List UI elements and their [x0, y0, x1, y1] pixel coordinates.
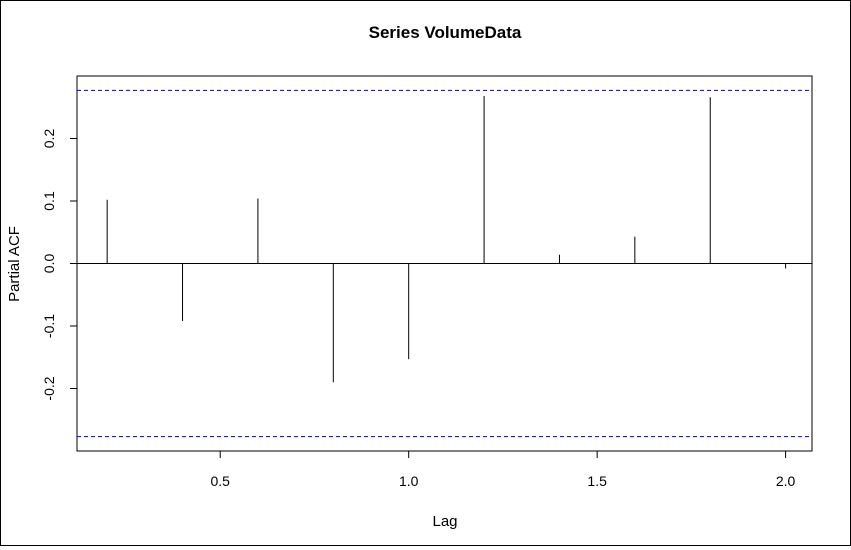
- chart-title: Series VolumeData: [369, 23, 522, 42]
- y-tick-label: 0.1: [41, 191, 57, 211]
- x-tick-label: 1.5: [587, 473, 607, 489]
- x-tick-label: 1.0: [399, 473, 419, 489]
- y-tick-label: 0.0: [41, 254, 57, 274]
- x-tick-label: 0.5: [210, 473, 230, 489]
- x-axis-label: Lag: [432, 513, 457, 530]
- y-tick-label: -0.2: [41, 376, 57, 400]
- y-axis-label: Partial ACF: [6, 226, 23, 302]
- y-tick-label: -0.1: [41, 314, 57, 338]
- chart-marks: 0.5 1.0 1.5 2.0 -0.2 -0.1 0.0 0.1 0.2: [41, 89, 812, 489]
- y-tick-label: 0.2: [41, 129, 57, 149]
- x-tick-label: 2.0: [776, 473, 796, 489]
